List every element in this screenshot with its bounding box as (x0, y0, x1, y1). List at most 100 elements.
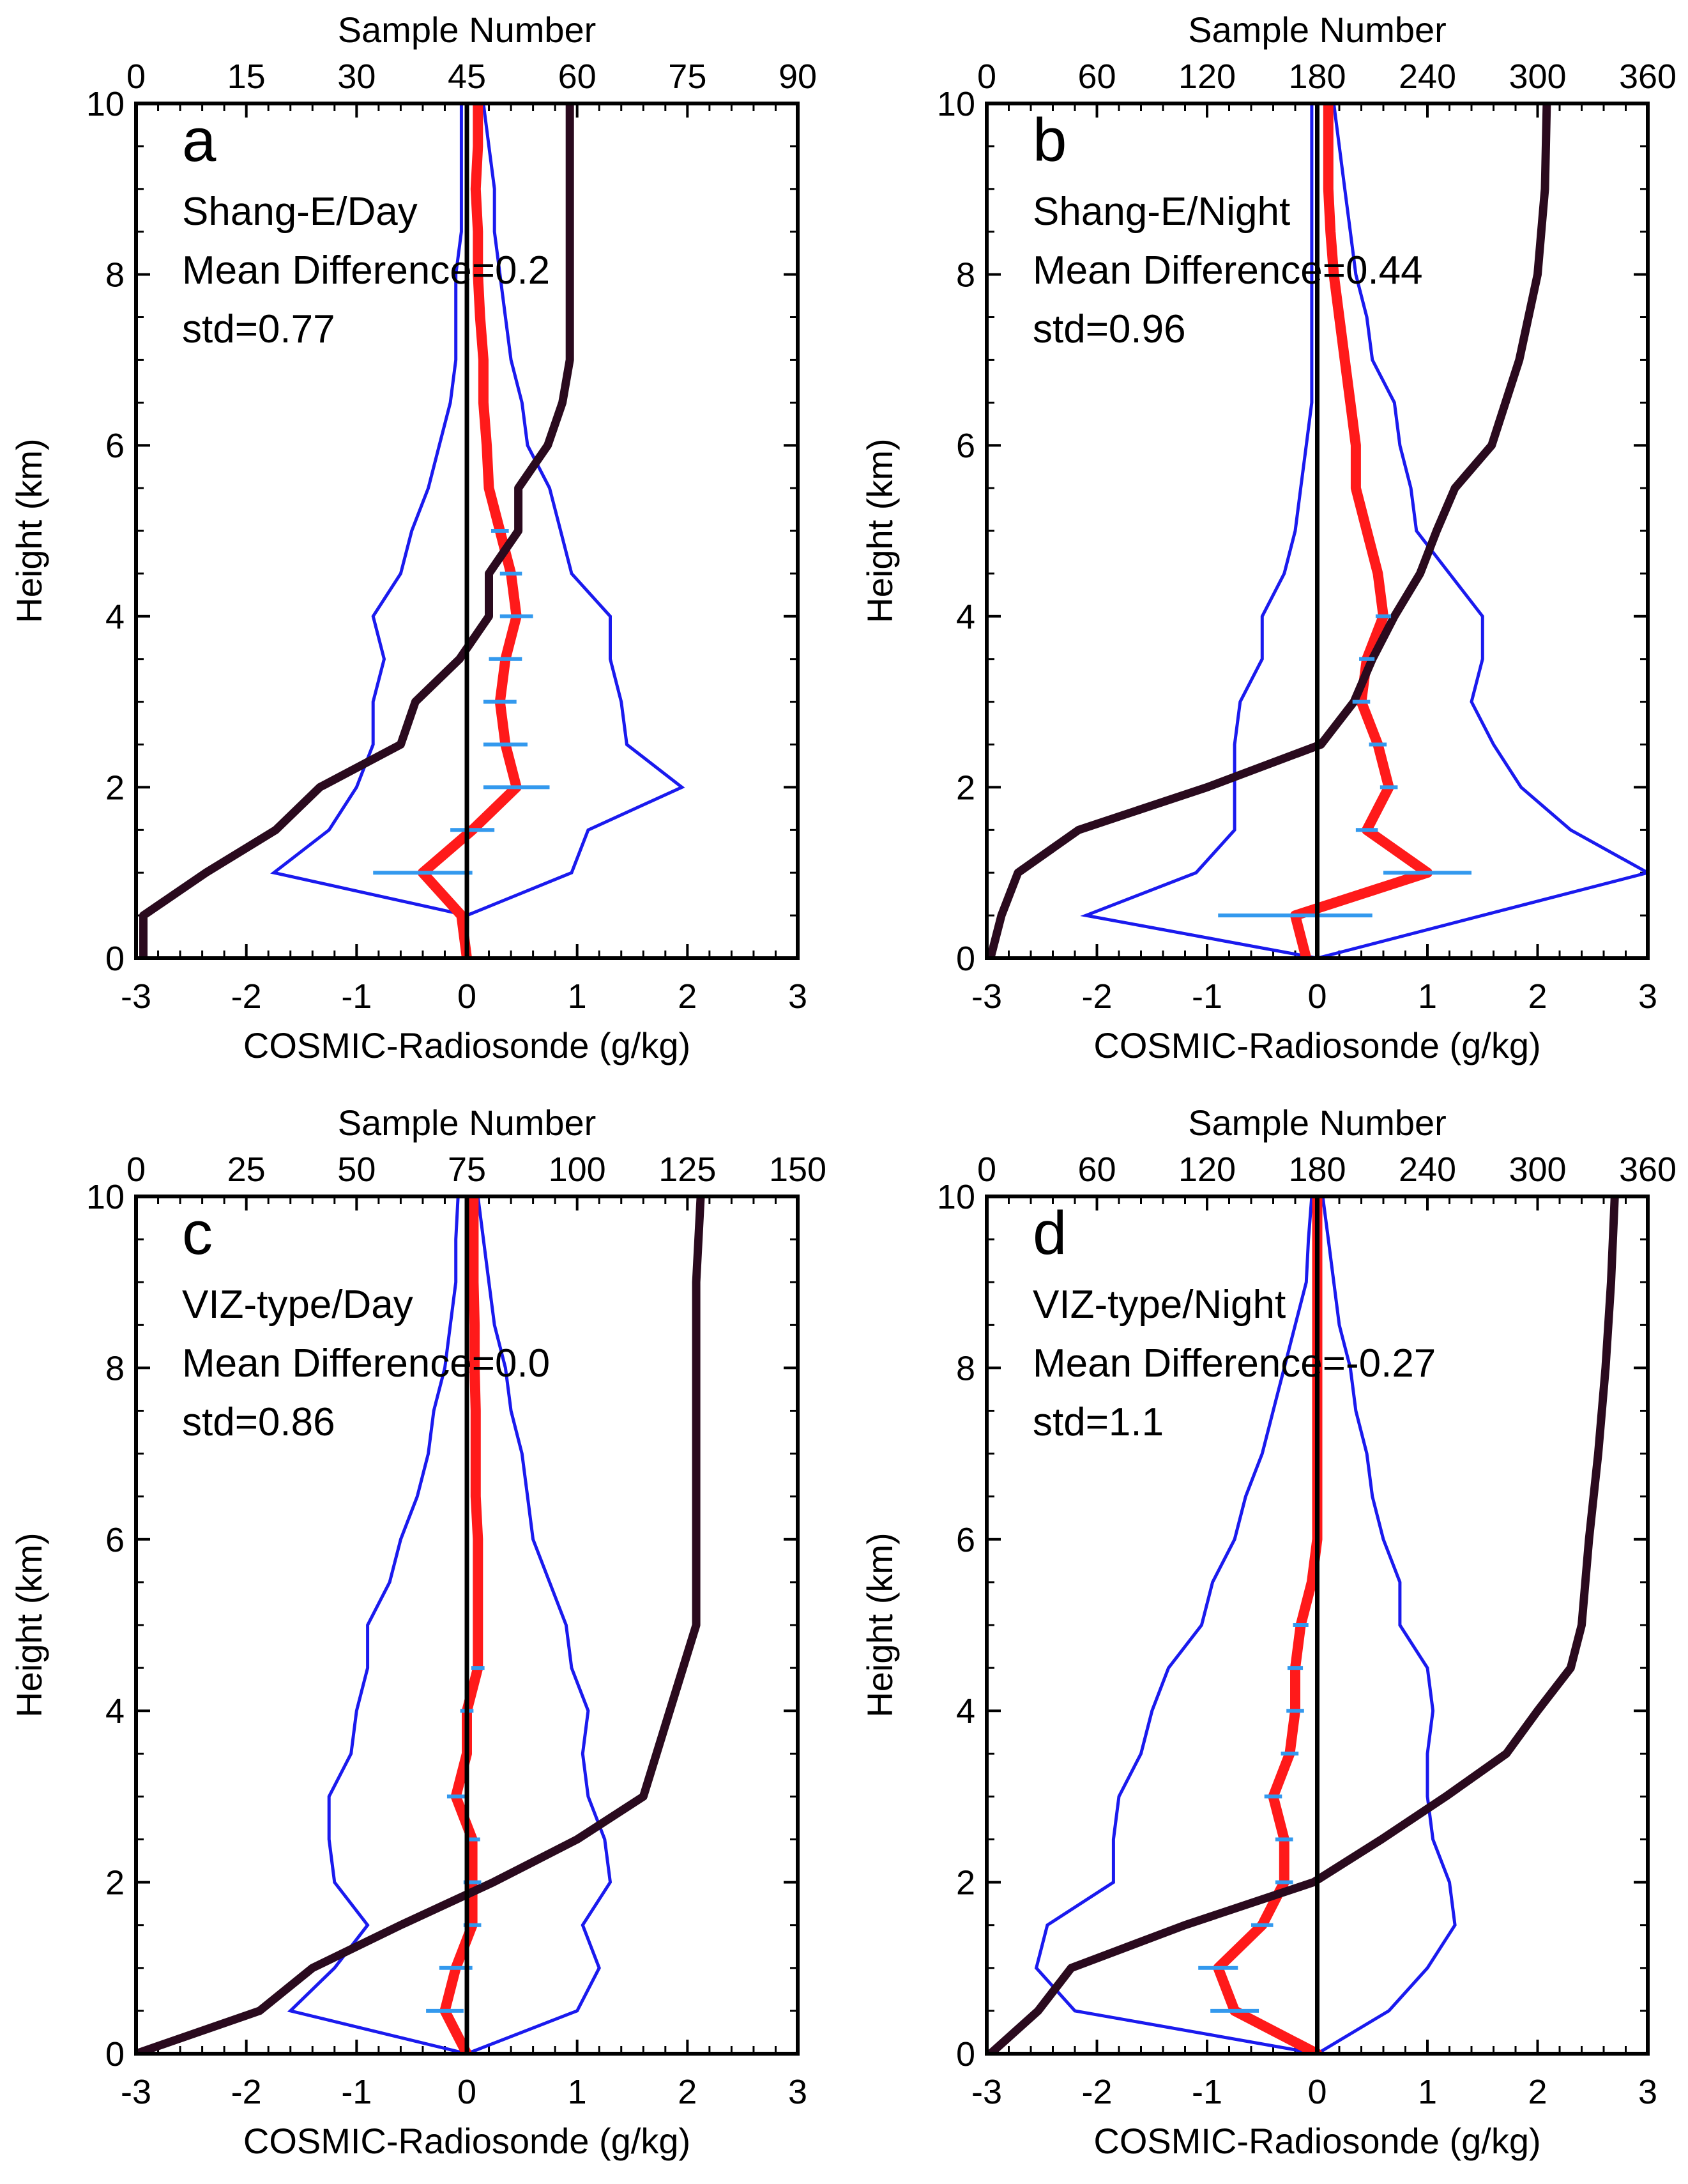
top-x-tick-label: 0 (977, 1150, 996, 1189)
bottom-x-tick-label: -1 (1192, 2073, 1222, 2111)
top-x-tick-label: 0 (126, 1150, 146, 1189)
panel-a: -3 -2 -1 0 1 2 30 15 30 45 60 75 900246810COSMIC-Rad… (9, 10, 817, 1065)
plot-frame (985, 102, 1650, 960)
top-axis-title: Sample Number (1188, 1103, 1447, 1143)
top-x-tick-label: 50 (337, 1150, 376, 1189)
bottom-x-tick-label: -3 (121, 977, 151, 1016)
bottom-x-tick-label: 3 (788, 2073, 807, 2111)
std-lower-line (270, 103, 469, 958)
x-axis-title: COSMIC-Radiosonde (g/kg) (1093, 2121, 1540, 2161)
y-axis-title: Height (km) (9, 1532, 49, 1717)
plot-frame (134, 102, 800, 960)
bottom-x-tick-label: 3 (788, 977, 807, 1016)
top-axis-title: Sample Number (338, 1103, 597, 1143)
x-axis-title: COSMIC-Radiosonde (g/kg) (243, 2121, 690, 2161)
bottom-x-tick-label: 0 (457, 977, 476, 1016)
top-x-tick-label: 240 (1399, 1150, 1456, 1189)
bottom-x-tick-label: 2 (678, 977, 697, 1016)
bottom-x-tick-label: 0 (457, 2073, 476, 2111)
top-x-tick-label: 25 (227, 1150, 266, 1189)
std-upper-line (466, 1196, 612, 2054)
panel-letter: d (1033, 1199, 1067, 1267)
bottom-x-tick-label: -1 (341, 977, 372, 1016)
y-tick-label: 4 (105, 1692, 125, 1730)
dataset-label: VIZ-type/Night (1033, 1283, 1286, 1327)
sample-number-line (136, 1196, 705, 2054)
y-tick-label: 4 (105, 598, 125, 636)
top-axis-title: Sample Number (1188, 10, 1447, 50)
top-x-tick-label: 300 (1509, 57, 1566, 96)
y-tick-label: 2 (956, 1864, 975, 1902)
mean-difference-line (1290, 103, 1433, 958)
y-tick-label: 6 (105, 1521, 125, 1559)
top-x-tick-label: 360 (1619, 1150, 1677, 1189)
bottom-x-tick-label: -1 (1192, 977, 1222, 1016)
bottom-x-tick-label: 3 (1638, 2073, 1657, 2111)
bottom-x-tick-label: 1 (568, 977, 587, 1016)
y-tick-label: 2 (105, 768, 125, 807)
std-lower-line (1080, 103, 1318, 958)
bottom-x-tick-label: -3 (971, 977, 1002, 1016)
y-tick-label: 0 (105, 940, 125, 978)
top-x-tick-label: 180 (1288, 57, 1346, 96)
mean-difference-label: Mean Difference=-0.27 (1033, 1341, 1436, 1386)
panel-letter: c (182, 1199, 213, 1267)
top-x-tick-label: 240 (1399, 57, 1456, 96)
std-lower-line (287, 1196, 468, 2054)
top-x-tick-label: 180 (1288, 1150, 1346, 1189)
mean-difference-line (439, 1196, 483, 2054)
top-x-tick-label: 0 (977, 57, 996, 96)
y-axis-title: Height (km) (860, 438, 900, 623)
y-axis-title: Height (km) (860, 1532, 900, 1717)
dataset-label: Shang-E/Night (1033, 190, 1290, 234)
panel-c: -3 -2 -1 0 1 2 3 0 25 50 75 100 125 150 0 2 4 6 8 10 COSMIC-… (9, 1103, 826, 2161)
top-x-tick-label: 45 (448, 57, 486, 96)
bottom-x-tick-label: 3 (1638, 977, 1657, 1016)
top-x-tick-label: 30 (337, 57, 376, 96)
top-x-tick-label: 125 (658, 1150, 716, 1189)
bottom-x-tick-label: -2 (231, 2073, 262, 2111)
y-tick-label: 10 (86, 1178, 125, 1216)
y-tick-label: 8 (956, 1349, 975, 1387)
mean-difference-label: Mean Difference=0.2 (182, 248, 550, 293)
top-x-tick-label: 360 (1619, 57, 1677, 96)
sample-number-line (139, 103, 574, 958)
plot-frame (985, 1195, 1650, 2056)
y-tick-label: 0 (105, 2035, 125, 2073)
y-tick-label: 0 (956, 940, 975, 978)
std-upper-line (1316, 1196, 1457, 2054)
bottom-x-tick-label: -2 (1081, 2073, 1112, 2111)
std-label: std=0.86 (182, 1400, 335, 1444)
y-tick-label: 10 (937, 1178, 975, 1216)
top-x-tick-label: 120 (1178, 1150, 1236, 1189)
panel-d: -3 -2 -1 0 1 2 3 0 60 120 180 240 300 360 0 2 4 6 8 10 COSMI… (860, 1103, 1677, 2161)
y-tick-label: 8 (105, 256, 125, 294)
std-lower-line (1034, 1196, 1318, 2054)
top-x-tick-label: 60 (1077, 1150, 1116, 1189)
y-tick-label: 10 (86, 85, 125, 123)
std-upper-line (465, 103, 685, 958)
std-label: std=0.77 (182, 307, 335, 351)
mean-difference-label: Mean Difference=0.0 (182, 1341, 550, 1386)
y-tick-label: 0 (956, 2035, 975, 2073)
top-x-tick-label: 75 (448, 1150, 486, 1189)
y-tick-label: 4 (956, 598, 975, 636)
panel-letter: b (1033, 106, 1067, 174)
top-x-tick-label: 90 (779, 57, 817, 96)
y-tick-label: 8 (956, 256, 975, 294)
top-x-tick-label: 120 (1178, 57, 1236, 96)
bottom-x-tick-label: -3 (971, 2073, 1002, 2111)
plot-frame (134, 1195, 800, 2056)
top-axis-title: Sample Number (338, 10, 597, 50)
top-x-tick-label: 150 (769, 1150, 826, 1189)
bottom-x-tick-label: 0 (1307, 977, 1327, 1016)
y-tick-label: 2 (956, 768, 975, 807)
std-upper-line (1316, 103, 1648, 958)
sample-number-line (987, 1196, 1619, 2054)
series-group (987, 1196, 1619, 2054)
mean-difference-label: Mean Difference=0.44 (1033, 248, 1423, 293)
panel-letter: a (182, 106, 217, 174)
panel-b: -3 -2 -1 0 1 2 3 0 60 120 180 240 300 360 0 2 4 6 8 10 COSMI… (860, 10, 1677, 1065)
y-tick-label: 6 (956, 1521, 975, 1559)
bottom-x-tick-label: -2 (231, 977, 262, 1016)
